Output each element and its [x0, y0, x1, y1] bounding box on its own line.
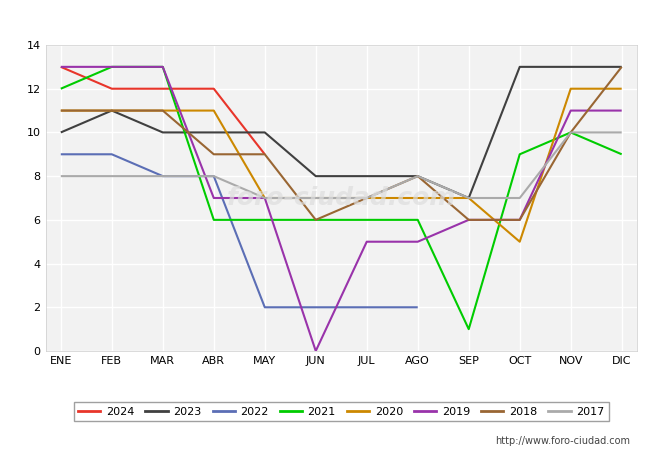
Text: foro-ciudad.com: foro-ciudad.com	[227, 186, 456, 210]
Text: http://www.foro-ciudad.com: http://www.foro-ciudad.com	[495, 436, 630, 446]
Legend: 2024, 2023, 2022, 2021, 2020, 2019, 2018, 2017: 2024, 2023, 2022, 2021, 2020, 2019, 2018…	[73, 402, 609, 421]
Text: Afiliados en Fuente la Reina a 31/5/2024: Afiliados en Fuente la Reina a 31/5/2024	[171, 10, 479, 26]
